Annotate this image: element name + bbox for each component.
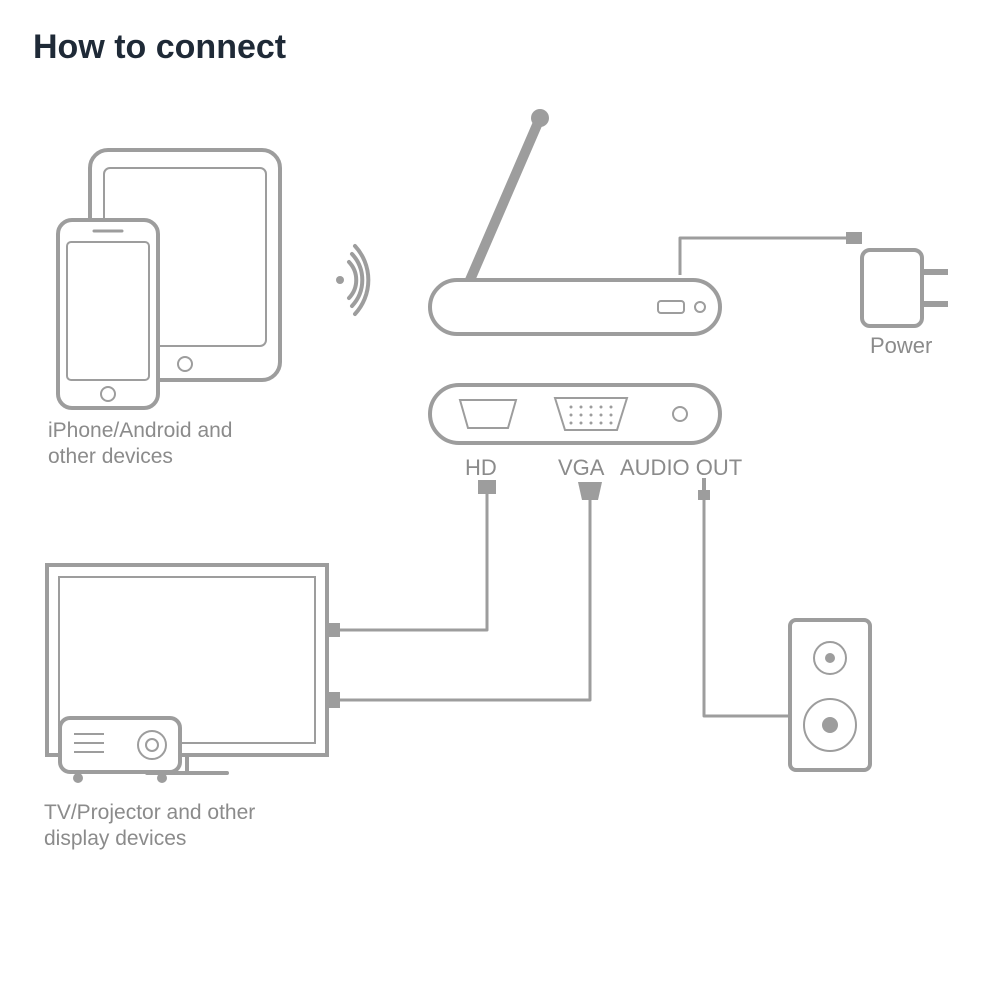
page-title: How to connect bbox=[33, 28, 286, 67]
speaker bbox=[790, 620, 870, 770]
power-label: Power bbox=[870, 332, 932, 360]
vga-label: VGA bbox=[558, 454, 604, 482]
hd-label: HD bbox=[465, 454, 497, 482]
dongle-side bbox=[430, 109, 720, 334]
display-devices-label: TV/Projector and other display devices bbox=[44, 800, 255, 853]
output-wires bbox=[320, 478, 796, 716]
wifi-icon bbox=[336, 246, 368, 314]
display-devices bbox=[47, 565, 327, 783]
audio-out-label: AUDIO OUT bbox=[620, 454, 742, 482]
dongle-back bbox=[430, 385, 720, 443]
mobile-devices bbox=[58, 150, 280, 408]
mobile-devices-label: iPhone/Android and other devices bbox=[48, 418, 232, 471]
